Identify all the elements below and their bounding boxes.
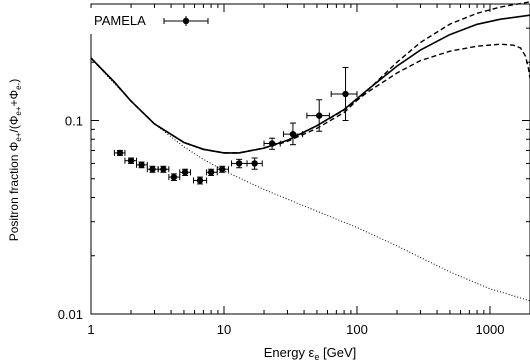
model-curve-dashed-3 (90, 43, 530, 154)
data-point (306, 99, 330, 132)
marker (170, 173, 178, 181)
data-point (263, 137, 281, 150)
marker (181, 169, 189, 176)
marker (116, 149, 124, 157)
data-point (206, 168, 218, 176)
marker (316, 112, 323, 119)
x-axis-label: Energy εe [GeV] (264, 345, 356, 362)
legend-label: PAMELA (94, 13, 146, 28)
x-tick-label: 10 (217, 322, 231, 337)
y-tick-label: 0.01 (58, 307, 83, 322)
data-point (136, 161, 148, 169)
data-point (330, 66, 358, 121)
legend-marker (163, 16, 209, 26)
marker (196, 177, 204, 184)
marker (268, 140, 276, 147)
y-axis-ticks: 0.01 0.1 (58, 3, 530, 322)
marker (127, 157, 135, 164)
data-point (113, 149, 126, 157)
data-point (246, 157, 263, 170)
data-point (157, 165, 170, 173)
data-point (216, 165, 229, 173)
marker (289, 130, 297, 138)
plot-frame (90, 3, 530, 315)
marker (251, 160, 258, 167)
marker (235, 160, 243, 167)
model-curve-solid-1 (90, 14, 530, 154)
model-curves (90, 1, 530, 302)
x-tick-label: 100 (346, 322, 368, 337)
data-point (179, 168, 192, 176)
x-tick-label: 1000 (476, 322, 505, 337)
data-point (193, 176, 208, 185)
marker (138, 161, 145, 169)
data-point (282, 122, 304, 146)
data-points (113, 66, 358, 185)
data-point (146, 165, 159, 173)
model-curve-dotted-4 (90, 57, 530, 302)
data-point (168, 173, 181, 181)
data-point (231, 158, 248, 169)
marker (219, 166, 226, 173)
legend: PAMELA (88, 8, 216, 34)
marker (160, 166, 167, 173)
y-axis-label: Positron fraction Φe+/(Φe++Φe-) (7, 79, 23, 242)
x-tick-label: 1 (87, 322, 94, 337)
legend-dot (182, 17, 190, 25)
y-tick-label: 0.1 (65, 113, 83, 128)
data-point (124, 157, 138, 164)
marker (207, 169, 215, 176)
marker (342, 90, 349, 98)
x-axis-ticks: 1 10 100 1000 (87, 4, 530, 337)
marker (149, 166, 156, 173)
